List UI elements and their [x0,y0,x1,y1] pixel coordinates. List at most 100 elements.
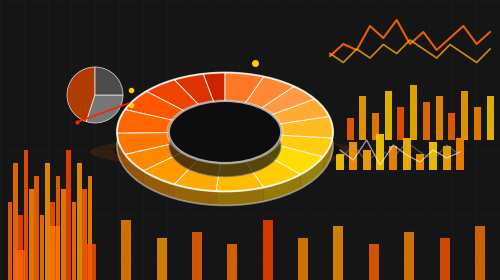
Bar [18,215,23,280]
Bar [362,150,370,170]
Bar [416,154,424,170]
Polygon shape [276,135,332,157]
Bar [423,102,430,140]
Bar [82,189,87,280]
Bar [461,90,468,140]
Polygon shape [125,91,146,123]
Polygon shape [300,157,323,188]
Polygon shape [117,133,125,169]
Bar [369,244,379,280]
Polygon shape [279,124,281,149]
Wedge shape [95,67,123,95]
Bar [29,189,34,280]
Bar [456,138,464,170]
Polygon shape [146,80,199,111]
Polygon shape [216,187,264,205]
Polygon shape [203,73,225,88]
Polygon shape [125,155,144,185]
Polygon shape [169,120,173,147]
Polygon shape [294,86,314,113]
Bar [156,238,166,280]
Polygon shape [214,101,225,116]
Polygon shape [198,159,220,177]
Wedge shape [86,95,123,123]
Bar [398,107,404,140]
Bar [24,150,28,280]
Polygon shape [173,111,184,134]
Polygon shape [198,102,214,119]
Bar [359,96,366,140]
Polygon shape [125,91,184,120]
Bar [436,96,442,140]
Bar [61,189,66,280]
Bar [486,96,494,140]
Bar [88,176,92,280]
Bar [474,107,481,140]
Polygon shape [245,154,264,175]
Polygon shape [314,99,329,130]
Bar [50,202,55,280]
Bar [192,232,202,280]
Polygon shape [245,76,294,108]
Bar [350,142,358,170]
Bar [430,142,438,170]
Polygon shape [272,115,279,138]
Bar [77,163,82,280]
Polygon shape [264,76,294,100]
Bar [262,220,272,280]
Polygon shape [225,73,264,103]
Polygon shape [225,73,264,90]
Bar [40,215,44,280]
Ellipse shape [169,115,281,177]
Polygon shape [144,152,199,185]
Polygon shape [323,138,332,171]
Polygon shape [261,86,314,115]
Bar [372,113,379,140]
Bar [390,146,398,170]
Polygon shape [216,161,264,192]
Polygon shape [203,73,225,102]
Polygon shape [174,185,216,205]
Bar [410,85,417,140]
Bar [442,146,450,170]
Polygon shape [174,74,214,105]
Polygon shape [225,101,245,117]
Polygon shape [264,145,276,168]
Bar [72,202,76,280]
Polygon shape [261,108,272,129]
Polygon shape [174,159,220,191]
Polygon shape [117,109,173,133]
Bar [13,163,18,280]
Bar [45,163,50,280]
Bar [334,226,344,280]
Polygon shape [125,144,182,171]
Bar [384,90,392,140]
Bar [8,202,12,280]
Polygon shape [184,105,198,125]
Polygon shape [117,109,125,147]
Bar [228,244,237,280]
Ellipse shape [169,101,281,163]
Polygon shape [272,99,329,124]
Bar [404,232,414,280]
Bar [475,226,485,280]
Polygon shape [144,171,174,199]
Polygon shape [264,145,323,174]
Polygon shape [182,152,198,173]
Bar [336,154,344,170]
Polygon shape [169,133,173,158]
Bar [448,113,456,140]
Polygon shape [174,74,203,94]
Wedge shape [67,67,95,122]
Polygon shape [173,144,182,166]
Bar [298,238,308,280]
Polygon shape [220,161,245,177]
Polygon shape [329,116,333,152]
Bar [34,176,39,280]
Polygon shape [117,133,173,155]
Ellipse shape [114,131,340,169]
Bar [402,138,410,170]
Bar [86,244,96,280]
Bar [56,176,60,280]
Ellipse shape [90,137,360,167]
